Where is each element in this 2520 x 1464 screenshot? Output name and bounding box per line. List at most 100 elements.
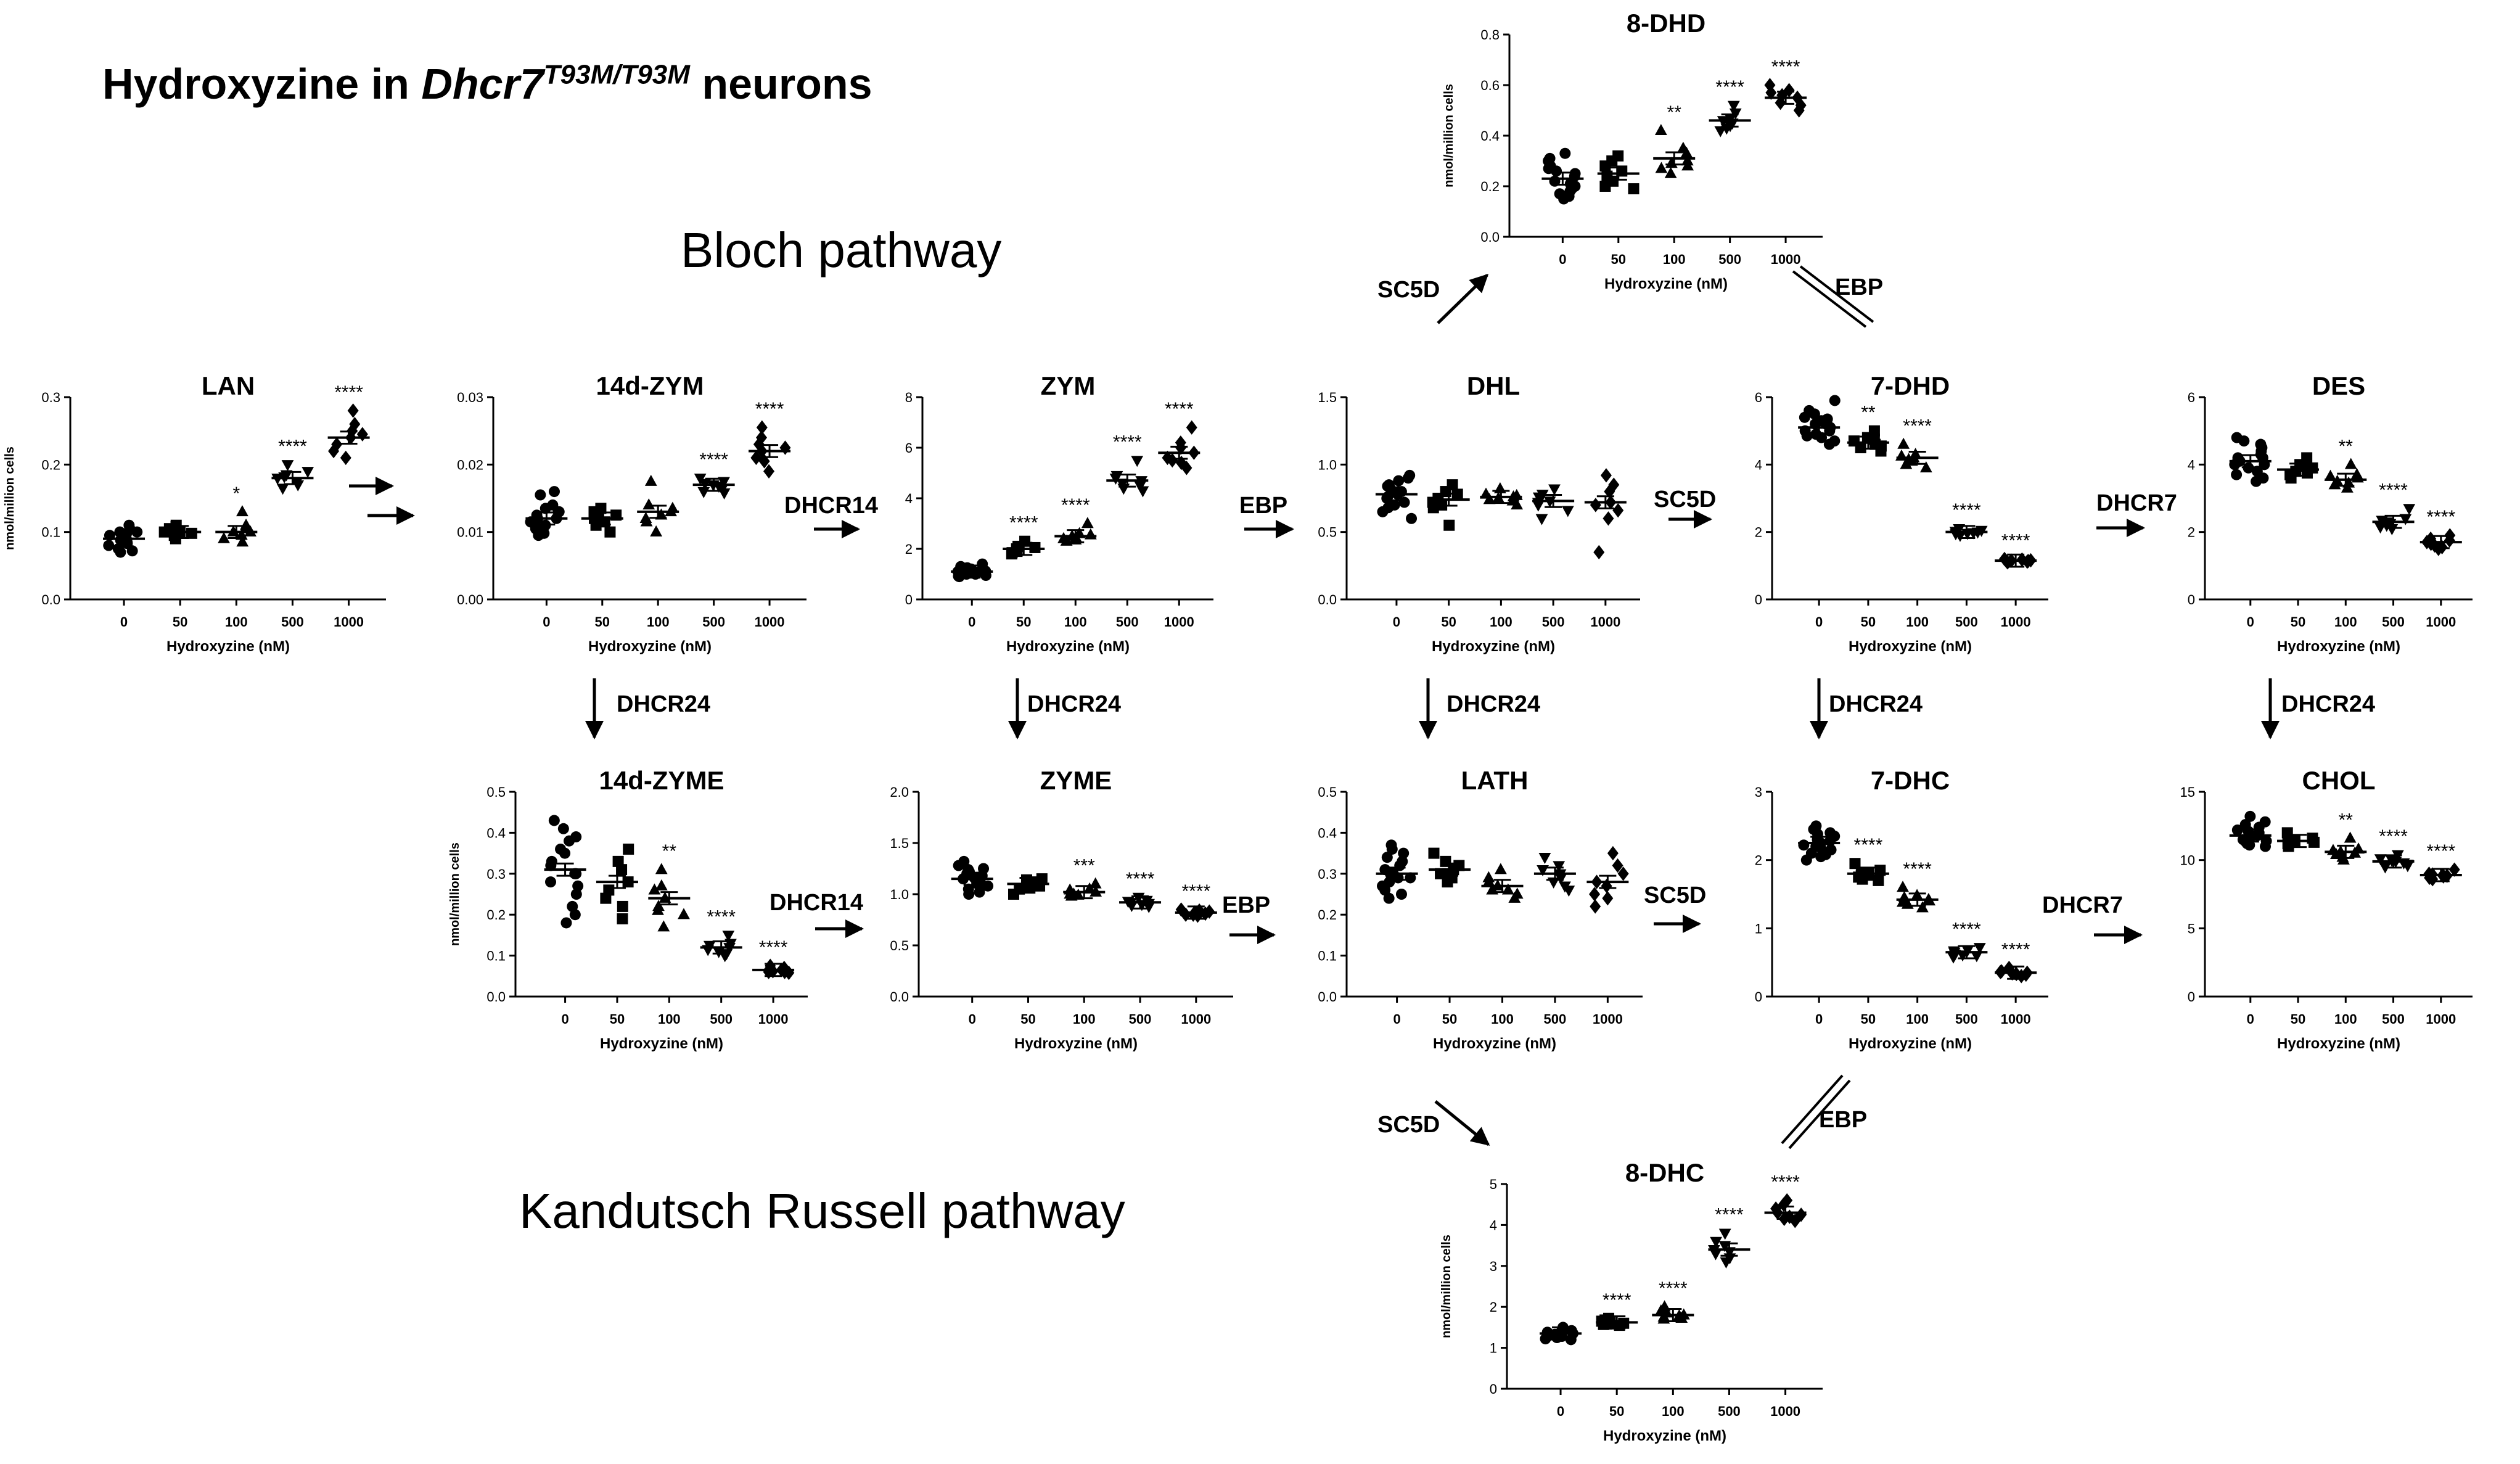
data-point: [1589, 887, 1601, 902]
x-tick-label: 500: [2382, 614, 2405, 630]
data-point: [1821, 413, 1833, 425]
data-point: [1612, 150, 1624, 162]
y-tick-label: 0.00: [457, 592, 483, 607]
data-point: [340, 450, 351, 466]
data-point: [1599, 160, 1611, 172]
data-point: [1602, 890, 1614, 906]
x-tick-label: 1000: [2426, 614, 2456, 630]
significance-label: ****: [1009, 513, 1038, 533]
data-point: [1710, 1236, 1722, 1248]
x-tick-label: 50: [595, 614, 610, 630]
data-point: [655, 863, 668, 874]
x-tick-label: 500: [1718, 252, 1741, 267]
data-point: [1381, 852, 1393, 863]
x-tick-label: 0: [1815, 1011, 1823, 1027]
data-point: [349, 417, 361, 432]
x-tick-label: 1000: [1181, 1011, 1211, 1027]
data-point: [1559, 881, 1571, 893]
data-point: [655, 879, 668, 890]
data-point: [281, 460, 294, 472]
label-dhcr24-zym: DHCR24: [1027, 691, 1121, 717]
x-axis-label: Hydroxyzine (nM): [1603, 1428, 1726, 1444]
y-tick-label: 0: [1755, 989, 1762, 1005]
data-point: [644, 474, 657, 486]
data-point: [953, 860, 964, 871]
x-tick-label: 1000: [1771, 252, 1801, 267]
y-tick-label: 2: [1755, 525, 1762, 540]
x-tick-label: 1000: [1164, 614, 1194, 630]
significance-label: ****: [707, 907, 736, 927]
data-point: [548, 486, 560, 498]
data-point: [1494, 863, 1507, 874]
x-tick-label: 500: [281, 614, 304, 630]
x-tick-label: 0: [120, 614, 128, 630]
data-point: [1538, 853, 1551, 865]
data-point: [1377, 880, 1389, 892]
x-tick-label: 100: [647, 614, 670, 630]
x-tick-label: 100: [1064, 614, 1087, 630]
data-point: [2259, 816, 2271, 828]
chart-chol: CHOL 0 5 10 15 0 50 100 500 1000 Hydroxyzine (nM) *…: [2180, 766, 2473, 1052]
data-point: [642, 498, 655, 510]
data-point: [302, 467, 314, 479]
data-point: [652, 903, 664, 915]
data-point: [1897, 881, 1909, 892]
y-tick-label: 1.5: [1318, 390, 1337, 405]
data-point: [962, 883, 974, 895]
chart-title: 14d-ZYME: [599, 766, 724, 795]
data-point: [1765, 85, 1777, 100]
arrow-sc5d-top: [1437, 273, 1489, 324]
data-point: [1564, 178, 1576, 189]
data-point: [1628, 183, 1640, 195]
chart-title: 8-DHC: [1625, 1158, 1704, 1187]
data-point: [1873, 874, 1884, 886]
data-point: [617, 913, 628, 924]
y-tick-label: 2: [905, 541, 913, 557]
label-dhcr24-des: DHCR24: [2281, 691, 2375, 717]
y-tick-label: 0.02: [457, 457, 483, 472]
data-point: [236, 505, 248, 517]
data-point: [538, 527, 550, 539]
data-point: [239, 522, 252, 533]
chart-lath: LATH 0.0 0.1 0.2 0.3 0.4 0.5 0 50 100 500 1000 Hydro…: [1318, 766, 1643, 1052]
x-tick-label: 100: [1073, 1011, 1096, 1027]
data-point: [1540, 1333, 1551, 1344]
data-point: [1186, 420, 1197, 435]
y-tick-label: 0.5: [1318, 525, 1337, 540]
significance-label: ****: [1181, 881, 1210, 902]
y-tick-label: 6: [1755, 390, 1762, 405]
data-point: [1544, 152, 1556, 164]
data-point: [612, 855, 624, 867]
x-tick-label: 100: [1663, 252, 1686, 267]
chart-title: DES: [2312, 371, 2365, 400]
data-point: [1428, 847, 1440, 859]
data-point: [1548, 484, 1561, 496]
x-tick-label: 50: [2291, 614, 2305, 630]
data-point: [604, 526, 616, 538]
label-dhcr24-dhl: DHCR24: [1447, 691, 1540, 717]
significance-label: ****: [1061, 495, 1090, 516]
data-point: [657, 920, 670, 932]
significance-label: ****: [1659, 1278, 1688, 1299]
data-point: [2350, 467, 2363, 479]
data-point: [1897, 437, 1910, 449]
data-point: [331, 437, 343, 452]
chart-7-dhd: 7-DHD 0 2 4 6 0 50 100 500 1000 Hydroxyzine (nM) **…: [1755, 371, 2048, 655]
x-tick-label: 100: [1906, 1011, 1929, 1027]
chart-14d-zyme: 14d-ZYME 0.0 0.1 0.2 0.3 0.4 0.5 0 50 100 500 1000 H…: [448, 766, 808, 1052]
data-point: [1849, 858, 1861, 870]
chart-title: DHL: [1467, 371, 1520, 400]
y-tick-label: 0.03: [457, 390, 483, 405]
significance-label: ****: [2379, 480, 2408, 500]
data-point: [2238, 435, 2250, 447]
significance-label: *: [232, 483, 240, 504]
label-sc5d-bottom: SC5D: [1377, 1112, 1440, 1138]
data-point: [1405, 872, 1416, 884]
data-point: [1406, 512, 1418, 524]
data-point: [2308, 836, 2320, 848]
arrow-ebp-bottom-a: [1781, 1074, 1844, 1145]
x-tick-label: 0: [2247, 614, 2254, 630]
x-tick-label: 1000: [1770, 1404, 1800, 1419]
data-point: [1681, 159, 1694, 171]
